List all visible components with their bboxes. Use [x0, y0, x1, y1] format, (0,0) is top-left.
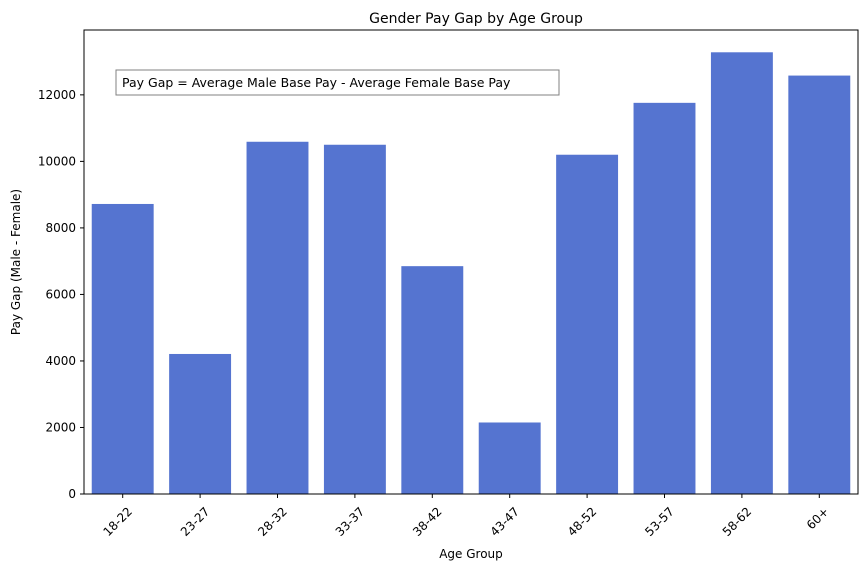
y-tick-label-10000: 10000 [38, 154, 76, 168]
y-tick-label-8000: 8000 [45, 221, 76, 235]
x-axis: 18-22 23-27 28-32 33-37 38-42 43-47 48-52 53-57… [100, 494, 832, 539]
y-tick-label-2000: 2000 [45, 420, 76, 434]
annotation-box: Pay Gap = Average Male Base Pay - Averag… [115, 69, 560, 96]
annotation-frame [115, 69, 560, 96]
x-tick-label-58-62: 58-62 [720, 504, 755, 539]
x-tick-label-43-47: 43-47 [487, 504, 522, 539]
x-tick-label-23-27: 23-27 [178, 504, 213, 539]
bars-group [91, 52, 851, 495]
y-tick-label-6000: 6000 [45, 287, 76, 301]
y-tick-label-4000: 4000 [45, 354, 76, 368]
x-tick-label-53-57: 53-57 [642, 504, 677, 539]
x-tick-label-18-22: 18-22 [100, 504, 135, 539]
x-tick-label-28-32: 28-32 [255, 504, 290, 539]
annotation-text: Pay Gap = Average Male Base Pay - Averag… [122, 75, 511, 90]
bar-60+ [788, 75, 851, 494]
bar-53-57 [633, 102, 696, 494]
bar-33-37 [323, 144, 386, 494]
bar-43-47 [478, 422, 541, 494]
y-tick-label-12000: 12000 [38, 88, 76, 102]
x-axis-label: Age Group [439, 547, 503, 561]
x-tick-label-48-52: 48-52 [565, 504, 600, 539]
bar-38-42 [401, 266, 464, 494]
chart-title: Gender Pay Gap by Age Group [369, 11, 583, 27]
bar-48-52 [556, 154, 619, 495]
y-axis-label: Pay Gap (Male - Female) [9, 189, 23, 335]
plot-frame [83, 29, 859, 495]
x-tick-label-33-37: 33-37 [333, 504, 368, 539]
y-tick-label-0: 0 [68, 487, 76, 501]
x-tick-label-60+: 60+ [804, 504, 832, 532]
bar-18-22 [91, 203, 154, 494]
x-tick-label-38-42: 38-42 [410, 504, 445, 539]
bar-28-32 [246, 141, 309, 494]
bar-23-27 [169, 353, 232, 494]
y-axis: 0 2000 4000 6000 8000 10000 12000 [38, 88, 84, 501]
bar-58-62 [710, 52, 773, 494]
